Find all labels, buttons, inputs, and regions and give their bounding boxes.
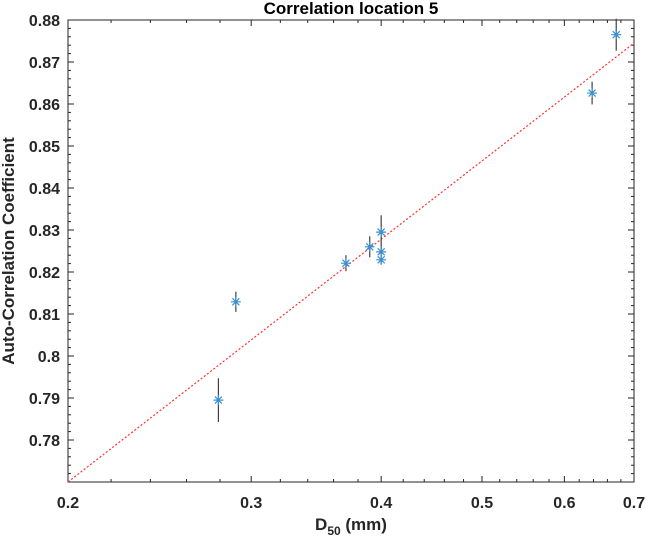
asterisk-marker	[230, 296, 241, 307]
data-point	[611, 18, 622, 51]
data-point	[364, 236, 375, 258]
x-axis-label: D50 (mm)	[315, 515, 387, 538]
y-tick-label: 0.84	[29, 181, 60, 198]
axes: 0.2 0.3 0.4 0.5 0.6 0.7 0.78 0.79 0.8 0.81 0.82 0.8…	[29, 13, 645, 512]
y-tick-label: 0.88	[29, 13, 60, 30]
y-tick-label: 0.83	[29, 223, 60, 240]
data-point	[230, 291, 241, 312]
data-point	[376, 254, 387, 265]
fit-line	[67, 42, 635, 483]
asterisk-marker	[587, 88, 598, 99]
fit-line-group	[67, 42, 635, 483]
data-points	[213, 18, 622, 422]
data-point	[587, 81, 598, 105]
plot-box	[67, 19, 635, 483]
x-tick-label: 0.6	[553, 495, 575, 512]
data-point	[213, 378, 224, 422]
x-tick-label: 0.7	[623, 495, 645, 512]
x-tick-label: 0.2	[57, 495, 79, 512]
asterisk-marker	[376, 246, 387, 257]
data-point	[340, 255, 351, 272]
y-tick-label: 0.8	[38, 349, 60, 366]
y-tick-label: 0.85	[29, 139, 60, 156]
y-tick-label: 0.87	[29, 55, 60, 72]
y-tick-label: 0.86	[29, 97, 60, 114]
asterisk-marker	[340, 258, 351, 269]
asterisk-marker	[376, 254, 387, 265]
y-tick-label: 0.82	[29, 265, 60, 282]
x-tick-label: 0.3	[240, 495, 262, 512]
asterisk-marker	[611, 29, 622, 40]
asterisk-marker	[364, 241, 375, 252]
data-point	[376, 246, 387, 257]
data-point	[376, 215, 387, 249]
chart-title: Correlation location 5	[264, 0, 439, 18]
asterisk-marker	[213, 395, 224, 406]
y-tick-label: 0.78	[29, 433, 60, 450]
y-axis-label: Auto-Correlation Coefficient	[0, 137, 18, 365]
y-tick-label: 0.79	[29, 391, 60, 408]
y-tick-label: 0.81	[29, 307, 60, 324]
x-tick-label: 0.4	[370, 495, 392, 512]
x-tick-label: 0.5	[471, 495, 493, 512]
asterisk-marker	[376, 227, 387, 238]
